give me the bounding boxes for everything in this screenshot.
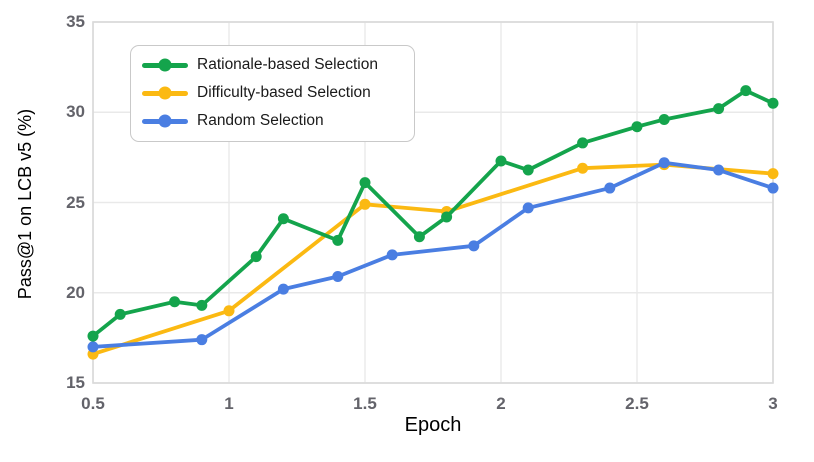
data-point-random-selection [767, 182, 779, 194]
y-tick-label: 25 [66, 192, 85, 212]
series-line-random-selection [91, 160, 775, 349]
data-point-random-selection [196, 334, 208, 346]
y-tick-label: 30 [66, 102, 85, 122]
series-line-difficulty-based-selection [91, 162, 775, 357]
y-tick-label: 35 [66, 12, 85, 31]
data-point-rationale-based-selection [87, 330, 99, 342]
legend-label: Rationale-based Selection [197, 56, 378, 73]
x-tick-label: 1.5 [353, 394, 377, 413]
data-point-rationale-based-selection [169, 296, 181, 308]
legend-item: Random Selection [131, 107, 414, 135]
plot-frame [92, 21, 774, 384]
legend-line-dot-icon [142, 58, 188, 72]
data-point-difficulty-based-selection [767, 168, 779, 180]
data-point-random-selection [87, 341, 99, 353]
legend-line-dot-icon [142, 114, 188, 128]
data-point-rationale-based-selection [577, 137, 589, 149]
data-point-rationale-based-selection [713, 103, 725, 115]
y-tick-label: 20 [66, 282, 85, 302]
data-point-random-selection [386, 249, 398, 261]
data-point-random-selection [604, 182, 616, 194]
data-point-rationale-based-selection [250, 251, 262, 263]
legend: Rationale-based Selection Difficulty-base… [130, 45, 415, 142]
data-point-rationale-based-selection [332, 234, 344, 246]
data-point-rationale-based-selection [740, 85, 752, 97]
data-point-rationale-based-selection [359, 177, 371, 189]
data-point-rationale-based-selection [277, 213, 289, 225]
data-point-rationale-based-selection [413, 231, 425, 243]
data-point-random-selection [332, 271, 344, 283]
legend-line-dot-icon [142, 86, 188, 100]
data-point-random-selection [468, 240, 480, 252]
data-point-random-selection [522, 202, 534, 214]
data-point-random-selection [658, 157, 670, 169]
data-point-rationale-based-selection [631, 121, 643, 133]
legend-label: Difficulty-based Selection [197, 84, 371, 101]
data-point-difficulty-based-selection [359, 198, 371, 210]
legend-item: Difficulty-based Selection [131, 79, 414, 107]
data-point-random-selection [713, 164, 725, 176]
data-point-rationale-based-selection [767, 97, 779, 109]
x-tick-label: 2.5 [625, 394, 649, 413]
y-tick-label: 15 [66, 373, 85, 392]
data-point-rationale-based-selection [196, 299, 208, 311]
x-tick-label: 0.5 [81, 394, 105, 413]
data-point-rationale-based-selection [441, 211, 453, 223]
data-point-rationale-based-selection [114, 308, 126, 320]
data-point-difficulty-based-selection [577, 162, 589, 174]
x-tick-label: 3 [768, 394, 778, 413]
x-axis-title: Epoch [404, 414, 462, 436]
data-point-difficulty-based-selection [223, 305, 235, 317]
data-point-random-selection [277, 283, 289, 295]
legend-label: Random Selection [197, 112, 324, 129]
legend-item: Rationale-based Selection [131, 51, 414, 79]
data-point-rationale-based-selection [495, 155, 507, 167]
x-tick-label: 1 [224, 394, 234, 413]
data-point-rationale-based-selection [522, 164, 534, 176]
data-point-rationale-based-selection [658, 113, 670, 125]
x-tick-label: 2 [496, 394, 506, 413]
